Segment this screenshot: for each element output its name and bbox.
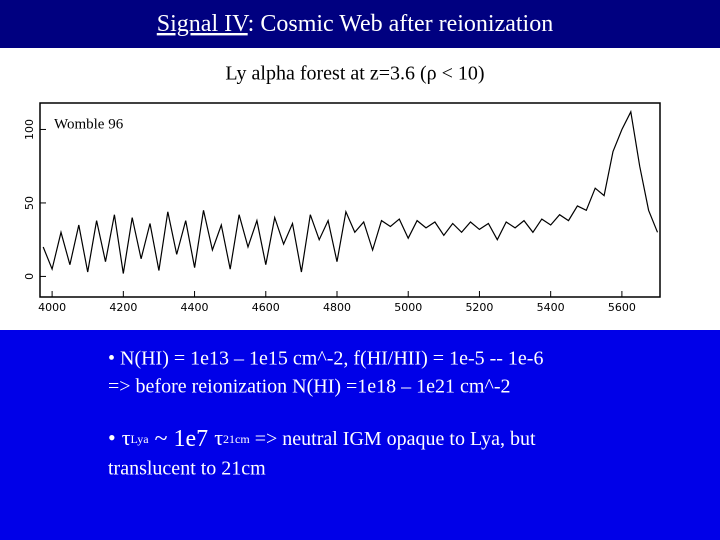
y-tick-label: 50 <box>23 196 36 210</box>
subtitle: Ly alpha forest at z=3.6 (ρ < 10) <box>225 63 484 85</box>
spectrum-line <box>42 109 659 274</box>
x-tick-label: 4800 <box>323 301 351 314</box>
title-bar <box>0 0 720 48</box>
y-tick-label: 100 <box>23 119 36 140</box>
y-tick-label: 0 <box>23 273 36 280</box>
bullet-line: translucent to 21cm <box>108 458 266 480</box>
x-tick-label: 5600 <box>608 301 636 314</box>
text: ~ 1e7 <box>149 426 215 452</box>
symbol: τ <box>214 425 223 450</box>
text: => neutral IGM opaque to Lya, but <box>250 428 536 450</box>
bullet: • <box>108 425 116 450</box>
x-tick-label: 4400 <box>181 301 209 314</box>
x-tick-label: 4600 <box>252 301 280 314</box>
body-area <box>0 330 720 540</box>
x-tick-label: 4000 <box>38 301 66 314</box>
title-link[interactable]: Signal IV <box>157 11 250 37</box>
slide-title: Signal IV: Cosmic Web after reionization <box>157 11 553 37</box>
bullet-line: => before reionization N(HI) =1e18 – 1e2… <box>108 376 511 398</box>
figure-area <box>0 48 720 330</box>
plot-frame <box>39 102 661 298</box>
subscript: 21cm <box>223 432 250 446</box>
x-tick-label: 5200 <box>465 301 493 314</box>
x-tick-label: 5000 <box>394 301 422 314</box>
bullet-line: • τLya ~ 1e7 τ21cm => neutral IGM opaque … <box>108 425 536 451</box>
subscript: Lya <box>131 432 150 446</box>
x-tick-label: 4200 <box>109 301 137 314</box>
chart-annotation: Womble 96 <box>54 116 124 132</box>
symbol: τ <box>122 425 131 450</box>
bullet-line: • N(HI) = 1e13 – 1e15 cm^-2, f(HI/HII) =… <box>108 348 543 370</box>
title-text: : Cosmic Web after reionization <box>248 11 554 37</box>
x-tick-label: 5400 <box>537 301 565 314</box>
